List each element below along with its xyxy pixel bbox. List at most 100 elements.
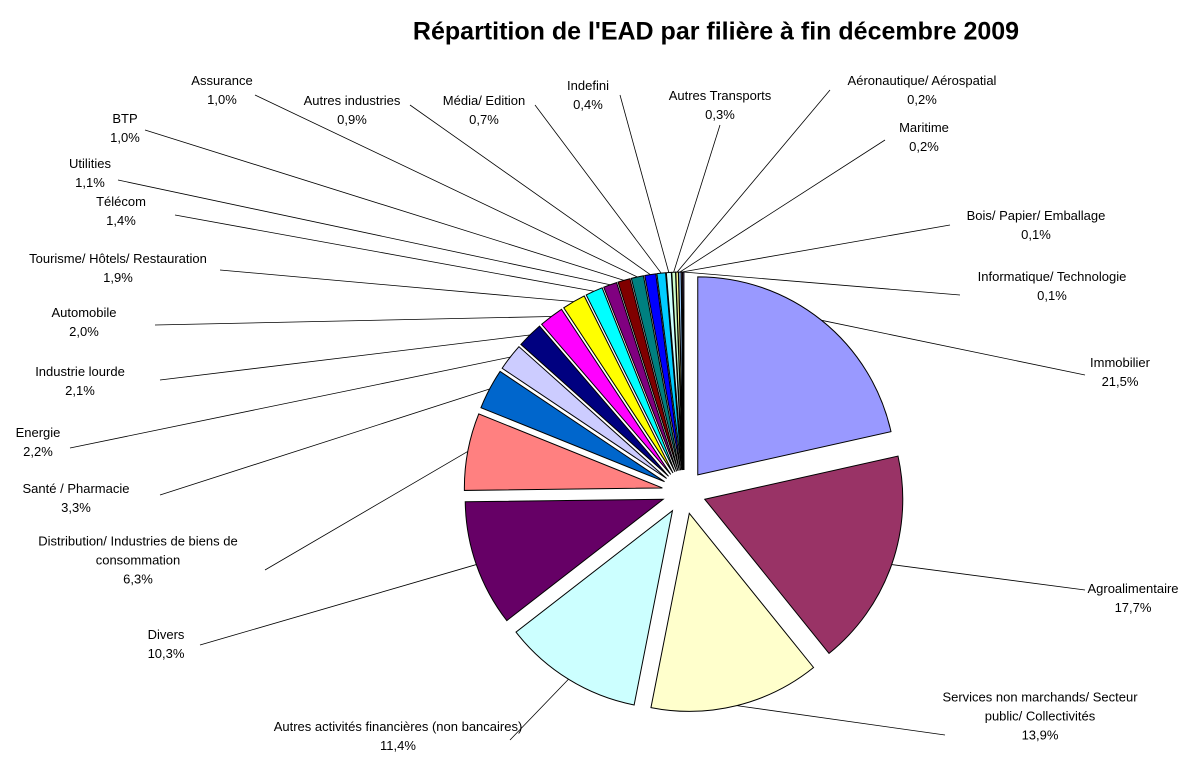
slice-label: Immobilier 21,5% bbox=[1060, 353, 1180, 391]
pie-slice bbox=[703, 455, 904, 655]
value-label: 3,3% bbox=[61, 500, 91, 515]
slice-label: Autres industries 0,9% bbox=[282, 91, 422, 129]
slice-label: Assurance 1,0% bbox=[172, 71, 272, 109]
value-label: 0,2% bbox=[909, 139, 939, 154]
value-label: 1,9% bbox=[103, 270, 133, 285]
pie-slice bbox=[697, 276, 892, 476]
category-name: Autres activités financières (non bancai… bbox=[273, 719, 523, 734]
value-label: 2,2% bbox=[23, 444, 53, 459]
category-name: Télécom bbox=[96, 194, 146, 209]
category-name: Indefini bbox=[567, 78, 609, 93]
category-name: Tourisme/ Hôtels/ Restauration bbox=[29, 251, 207, 266]
slice-label: Industrie lourde 2,1% bbox=[20, 362, 140, 400]
category-name: Immobilier bbox=[1090, 355, 1150, 370]
slice-label: Télécom 1,4% bbox=[71, 192, 171, 230]
leader-line bbox=[683, 271, 961, 296]
pie-slice bbox=[520, 325, 669, 477]
chart-title: Répartition de l'EAD par filière à fin d… bbox=[412, 17, 1020, 46]
slice-label: Maritime 0,2% bbox=[874, 118, 974, 156]
category-name: Utilities bbox=[69, 156, 111, 171]
leader-line bbox=[673, 124, 721, 273]
pie-slice bbox=[464, 498, 665, 622]
leader-line bbox=[534, 104, 662, 274]
value-label: 0,1% bbox=[1037, 288, 1067, 303]
value-label: 6,3% bbox=[123, 571, 153, 587]
slice-label: Média/ Edition 0,7% bbox=[424, 91, 544, 129]
slice-label: Autres Transports 0,3% bbox=[650, 86, 790, 124]
leader-line bbox=[144, 129, 625, 281]
value-label: 0,3% bbox=[705, 107, 735, 122]
value-label: 1,1% bbox=[75, 175, 105, 190]
value-label: 13,9% bbox=[1021, 727, 1059, 743]
slice-label: Distribution/ Industries de biens de con… bbox=[0, 532, 278, 589]
value-label: 0,1% bbox=[1021, 227, 1051, 242]
leader-line bbox=[821, 319, 1086, 376]
pie-slice bbox=[463, 413, 663, 491]
category-name: Distribution/ Industries de biens de con… bbox=[38, 533, 238, 568]
pie-slice bbox=[515, 509, 674, 706]
leader-line bbox=[69, 356, 511, 449]
pie-slice bbox=[501, 345, 667, 479]
category-name: Divers bbox=[147, 627, 185, 642]
leader-line bbox=[219, 269, 574, 302]
slice-label: Aéronautique/ Aérospatial 0,2% bbox=[822, 71, 1022, 109]
value-label: 1,0% bbox=[110, 130, 140, 145]
leader-line bbox=[264, 451, 468, 571]
category-name: Santé / Pharmacie bbox=[22, 481, 130, 496]
slice-label: Automobile 2,0% bbox=[24, 303, 144, 341]
value-label: 0,2% bbox=[907, 92, 937, 107]
value-label: 2,0% bbox=[69, 324, 99, 339]
slice-label: Informatique/ Technologie 0,1% bbox=[957, 267, 1147, 305]
value-label: 2,1% bbox=[65, 383, 95, 398]
category-name: Agroalimentaire bbox=[1087, 581, 1179, 596]
category-name: Média/ Edition bbox=[442, 93, 526, 108]
leader-line bbox=[117, 179, 611, 286]
leader-line bbox=[619, 94, 670, 273]
pie-slice bbox=[650, 512, 815, 712]
leader-line bbox=[199, 564, 477, 646]
value-label: 11,4% bbox=[380, 738, 416, 753]
slice-label: Santé / Pharmacie 3,3% bbox=[0, 479, 156, 517]
leader-line bbox=[509, 678, 569, 741]
value-label: 21,5% bbox=[1101, 374, 1139, 389]
category-name: Industrie lourde bbox=[35, 364, 125, 379]
value-label: 17,7% bbox=[1114, 600, 1152, 615]
category-name: Maritime bbox=[899, 120, 949, 135]
leader-line bbox=[681, 224, 951, 273]
value-label: 0,9% bbox=[337, 112, 367, 127]
slice-label: BTP 1,0% bbox=[95, 109, 155, 147]
leader-line bbox=[676, 89, 831, 273]
leader-line bbox=[409, 104, 651, 275]
slice-label: Services non marchands/ Secteur public/ … bbox=[935, 688, 1145, 745]
leader-line bbox=[154, 316, 552, 326]
slice-label: Agroalimentaire 17,7% bbox=[1063, 579, 1202, 617]
value-label: 10,3% bbox=[147, 646, 185, 661]
slice-label: Divers 10,3% bbox=[116, 625, 216, 663]
leader-line bbox=[174, 214, 595, 292]
category-name: Energie bbox=[15, 425, 61, 440]
value-label: 0,4% bbox=[573, 97, 603, 112]
category-name: Informatique/ Technologie bbox=[977, 269, 1127, 284]
slice-label: Energie 2,2% bbox=[0, 423, 78, 461]
category-name: Autres Transports bbox=[668, 88, 772, 103]
leader-line bbox=[159, 334, 530, 381]
slice-label: Bois/ Papier/ Emballage 0,1% bbox=[946, 206, 1126, 244]
category-name: BTP bbox=[112, 111, 138, 126]
value-label: 1,0% bbox=[207, 92, 237, 107]
leader-line bbox=[254, 94, 638, 278]
category-name: Automobile bbox=[51, 305, 117, 320]
slice-label: Autres activités financières (non bancai… bbox=[268, 717, 528, 755]
slice-label: Indefini 0,4% bbox=[548, 76, 628, 114]
leader-line bbox=[159, 388, 490, 496]
category-name: Autres industries bbox=[303, 93, 401, 108]
category-name: Aéronautique/ Aérospatial bbox=[847, 73, 997, 88]
leader-line bbox=[679, 139, 886, 273]
slice-label: Utilities 1,1% bbox=[40, 154, 140, 192]
value-label: 0,7% bbox=[469, 112, 499, 127]
value-label: 1,4% bbox=[106, 213, 136, 228]
category-name: Services non marchands/ Secteur public/ … bbox=[942, 689, 1138, 724]
category-name: Assurance bbox=[191, 73, 253, 88]
leader-line bbox=[891, 564, 1086, 591]
